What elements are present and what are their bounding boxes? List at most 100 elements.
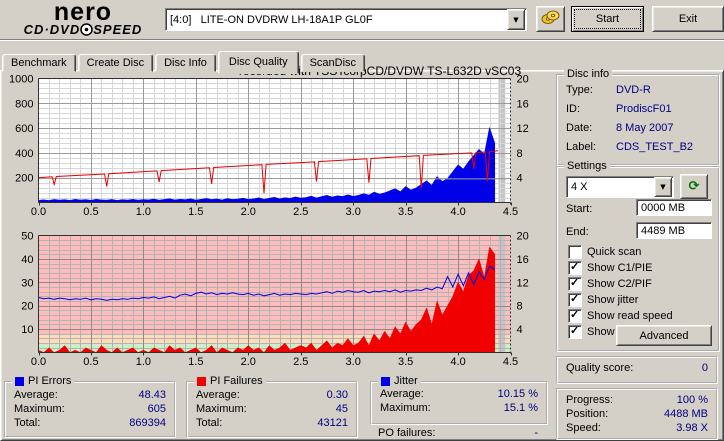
svg-text:2.0: 2.0 — [241, 356, 256, 368]
svg-text:12: 12 — [517, 123, 529, 135]
po-failures-label: PO failures: — [378, 427, 436, 439]
disc-info-title: Disc info — [564, 68, 613, 80]
disc-date-row: Date: 8 May 2007 — [566, 122, 674, 134]
svg-text:1.0: 1.0 — [136, 356, 151, 368]
refresh-button[interactable]: ⟳ — [680, 174, 708, 199]
jitter-marker-icon — [381, 376, 390, 386]
stat-row: Maximum: 605 — [14, 403, 166, 415]
eject-disc-button[interactable] — [536, 6, 565, 32]
show-c1-pie-checkbox[interactable]: Show C1/PIE — [568, 260, 652, 275]
svg-text:800: 800 — [15, 98, 33, 110]
progress-row: Progress: 100 % — [566, 394, 708, 406]
po-failures-value: - — [534, 427, 538, 439]
stat-row: Average: 10.15 % — [380, 388, 538, 400]
svg-text:20: 20 — [517, 74, 529, 86]
checkbox-icon — [568, 276, 582, 291]
exit-button[interactable]: Exit — [652, 6, 724, 32]
refresh-icon: ⟳ — [688, 179, 700, 194]
checkbox-icon — [568, 245, 582, 259]
svg-text:2.5: 2.5 — [293, 206, 308, 218]
svg-text:600: 600 — [15, 123, 33, 135]
tab-scandisc[interactable]: ScanDisc — [300, 54, 366, 72]
jitter-legend: Jitter — [378, 375, 421, 387]
svg-text:16: 16 — [517, 98, 529, 110]
checkbox-icon — [568, 292, 582, 307]
scan-speed-value: 4 X — [571, 181, 588, 193]
svg-text:12: 12 — [517, 277, 529, 289]
position-row: Position: 4488 MB — [566, 408, 708, 420]
pi-failures-legend: PI Failures — [194, 375, 266, 387]
show-jitter-checkbox[interactable]: Show jitter — [568, 292, 638, 307]
quality-score-panel: Quality score: 0 — [556, 356, 718, 384]
svg-text:50: 50 — [21, 231, 33, 243]
quick-scan-checkbox[interactable]: Quick scan — [568, 245, 641, 259]
svg-text:0.0: 0.0 — [31, 356, 46, 368]
svg-text:2.0: 2.0 — [241, 206, 256, 218]
pi-errors-marker-icon — [15, 376, 24, 386]
show-c2-pif-checkbox[interactable]: Show C2/PIF — [568, 276, 652, 291]
svg-text:3.0: 3.0 — [346, 356, 361, 368]
pi-errors-group: PI Errors Average: 48.43 Maximum: 605 Tota… — [4, 375, 176, 438]
disc-id-row: ID: ProdiscF01 — [566, 103, 672, 115]
svg-text:4: 4 — [517, 324, 523, 336]
tab-benchmark[interactable]: Benchmark — [2, 54, 76, 72]
stat-row: Maximum: 15.1 % — [380, 402, 538, 414]
stat-row: Total: 869394 — [14, 417, 166, 429]
stat-row: Maximum: 45 — [196, 403, 348, 415]
disc-info-group: Disc info Type: DVD-R ID: ProdiscF01 Date:… — [556, 68, 720, 166]
advanced-button[interactable]: Advanced — [616, 325, 712, 346]
svg-text:16: 16 — [517, 254, 529, 266]
svg-text:4.5: 4.5 — [503, 356, 518, 368]
svg-text:4.0: 4.0 — [450, 356, 465, 368]
end-position-label: End: — [566, 226, 589, 238]
settings-title: Settings — [564, 160, 610, 172]
pi-failures-group: PI Failures Average: 0.30 Maximum: 45 Tota… — [186, 375, 358, 438]
app-logo: nero CD·DVD SPEED — [8, 0, 158, 39]
chevron-down-icon[interactable]: ▼ — [507, 9, 525, 30]
end-position-input[interactable] — [636, 222, 712, 239]
tab-bar: Benchmark Create Disc Disc Info Disc Qua… — [2, 49, 367, 74]
checkbox-icon — [568, 260, 582, 275]
logo-nero-text: nero — [53, 0, 113, 26]
stat-row: Average: 0.30 — [196, 389, 348, 401]
show-read-speed-checkbox[interactable]: Show read speed — [568, 308, 673, 323]
svg-text:4.5: 4.5 — [503, 206, 518, 218]
logo-cdspeed-text: CD·DVD SPEED — [23, 22, 143, 39]
quality-score-label: Quality score: — [566, 362, 634, 374]
pi-failures-marker-icon — [197, 376, 206, 386]
stat-row: Total: 43121 — [196, 417, 348, 429]
chevron-down-icon[interactable]: ▼ — [654, 177, 672, 197]
tab-disc-quality[interactable]: Disc Quality — [217, 51, 299, 74]
svg-text:30: 30 — [21, 277, 33, 289]
tab-disc-info[interactable]: Disc Info — [155, 54, 216, 72]
drive-select[interactable]: [4:0] LITE-ON DVDRW LH-18A1P GL0F ▼ — [165, 8, 527, 31]
svg-text:8: 8 — [517, 148, 523, 160]
disc-icon — [80, 23, 93, 39]
quality-score-value: 0 — [701, 362, 708, 374]
svg-text:8: 8 — [517, 301, 523, 313]
svg-text:1.5: 1.5 — [188, 206, 203, 218]
start-position-input[interactable] — [636, 199, 712, 216]
svg-text:2.5: 2.5 — [293, 356, 308, 368]
tab-create-disc[interactable]: Create Disc — [77, 54, 154, 72]
svg-text:0.0: 0.0 — [31, 206, 46, 218]
svg-text:0.5: 0.5 — [83, 356, 98, 368]
svg-text:4.0: 4.0 — [450, 206, 465, 218]
discs-icon — [541, 10, 560, 28]
speed-row: Speed: 3.98 X — [566, 422, 708, 434]
svg-text:20: 20 — [21, 301, 33, 313]
svg-text:1000: 1000 — [9, 74, 33, 86]
start-button[interactable]: Start — [571, 6, 644, 32]
svg-text:200: 200 — [15, 173, 33, 185]
svg-text:20: 20 — [517, 231, 529, 243]
po-failures-row: PO failures: - — [378, 427, 538, 439]
svg-text:4: 4 — [517, 173, 523, 185]
scan-status-panel: Progress: 100 % Position: 4488 MB Speed: 3.… — [556, 388, 718, 440]
settings-group: Settings 4 X ▼ ⟳ Start: End: Quick scan … — [556, 160, 720, 352]
pi-errors-write-speed-chart: 1000 800 600 400 200 20 16 12 8 4 0.0 0.5 1.0 1.5 2.0 2… — [2, 64, 547, 228]
svg-text:3.5: 3.5 — [398, 356, 413, 368]
svg-text:1.5: 1.5 — [188, 356, 203, 368]
scan-speed-select[interactable]: 4 X ▼ — [566, 176, 674, 198]
svg-text:3.0: 3.0 — [346, 206, 361, 218]
